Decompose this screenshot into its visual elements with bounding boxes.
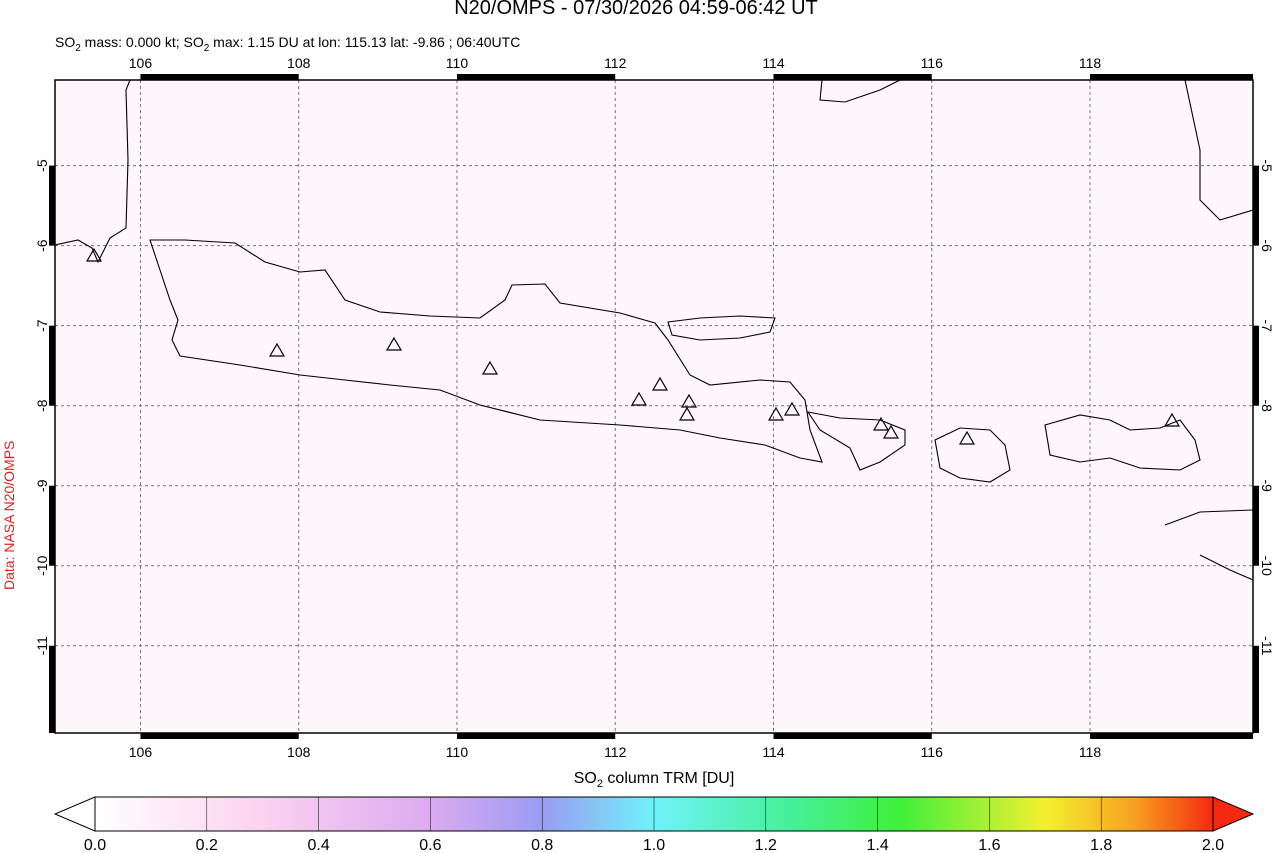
coastline-borneo [819,80,1253,221]
volcano [680,393,698,408]
lon-tick-label: 108 [287,55,311,71]
lat-tick-label: -10 [1259,556,1272,576]
frame-bar [456,74,616,80]
frame-bar [456,733,616,739]
colorbar-under [53,796,96,832]
volcano [1163,412,1181,427]
map-area [55,80,1253,733]
lon-tick-label: 106 [129,744,153,760]
map-frame [54,79,1254,734]
subtitle-part: mass: 0.000 kt; SO [81,34,204,50]
coastline-sumatra [55,80,131,264]
frame-bar [1253,645,1259,733]
map-background [55,80,1253,733]
colorbar-tick-label: 0.0 [84,837,106,853]
frame-bar [1253,165,1259,246]
colorbar-tick-label: 1.8 [1090,837,1112,853]
subtitle-part: SO [55,34,75,50]
frame-bar [140,74,299,80]
volcano [678,406,696,421]
frame-bar [1089,74,1253,80]
lon-tick-label: 116 [921,55,944,71]
lat-tick-label: -9 [1259,479,1272,492]
frame-bar [773,74,932,80]
lat-tick-label: -7 [1259,319,1272,332]
lon-tick-label: 118 [1079,55,1102,71]
frame-bar [773,733,932,739]
lon-tick-label: 114 [762,55,785,71]
coastline-sumbawa [1044,414,1201,471]
volcano [882,424,900,439]
colorbar-tick-label: 1.2 [755,837,777,853]
volcano [767,406,785,421]
subtitle-sub: 2 [75,43,81,54]
volcano [872,416,890,431]
subtitle: SO2 mass: 0.000 kt; SO2 max: 1.15 DU at … [55,34,520,54]
title: N20/OMPS - 07/30/2026 04:59-06:42 UT [454,0,818,19]
frame-bar [1089,733,1253,739]
lat-tick-label: -8 [34,399,50,412]
lat-tick-label: -10 [34,555,50,575]
lat-tick-label: -7 [34,319,50,332]
colorbar-tick-label: 1.6 [978,837,1000,853]
lon-tick-label: 118 [1079,744,1102,760]
credit: Data: NASA N20/OMPS [1,441,17,590]
volcano [783,401,801,416]
coastline-java [149,239,823,463]
colorbar-label-part: column TRM [DU] [603,770,734,787]
frame-bar [49,645,55,733]
colorbar-tick-label: 0.8 [531,837,553,853]
colorbar-tick-label: 0.6 [419,837,441,853]
lon-tick-label: 110 [446,744,469,760]
lon-tick-label: 108 [287,744,311,760]
colorbar-over [1212,796,1255,832]
volcano [385,336,403,351]
lat-tick-label: -11 [34,636,50,655]
colorbar-tick-label: 0.4 [307,837,329,853]
volcano [85,247,103,262]
lat-tick-label: -11 [1259,636,1272,655]
coastline-lombok [934,427,1011,483]
colorbar-tick-label: 1.4 [866,837,888,853]
lon-tick-label: 110 [446,55,469,71]
colorbar-label-part: SO [574,770,597,787]
lat-tick-label: -6 [34,239,50,252]
frame-bar [49,485,55,566]
lon-tick-label: 116 [921,744,944,760]
lon-tick-label: 112 [604,55,627,71]
colorbar-tick-label: 0.2 [196,837,218,853]
frame-bar [49,325,55,406]
subtitle-part: max: 1.15 DU at lon: 115.13 lat: -9.86 ;… [209,34,520,50]
frame-bar [49,165,55,246]
map-ticks: 106 106 108 108 110 110 112 112 114 114 116 116 118 1… [34,55,1272,760]
volcanoes [85,247,1181,445]
colorbar-tick-label: 2.0 [1202,837,1224,853]
lat-tick-label: -5 [1259,159,1272,172]
lat-tick-label: -6 [1259,239,1272,252]
volcano [630,391,648,406]
frame-bar [1253,485,1259,566]
colorbar-label-sub: 2 [597,778,603,790]
coastline-bali [806,411,906,471]
coastline-madura [667,315,776,341]
lat-tick-label: -9 [34,479,50,492]
colorbar-label: SO2 column TRM [DU] [574,770,735,790]
subtitle-sub: 2 [204,43,210,54]
lon-tick-label: 106 [129,55,153,71]
frame-bar [1253,325,1259,406]
grid [55,80,1253,733]
lon-tick-label: 112 [604,744,627,760]
frame-bar [140,733,299,739]
lat-tick-label: -8 [1259,399,1272,412]
lat-tick-label: -5 [34,159,50,172]
coastline-flores [1164,509,1253,581]
colorbar-ticks: 0.0 0.2 0.4 0.6 0.8 1.0 1.2 1.4 1.6 1.8 2.0 [84,797,1224,853]
volcano [268,342,286,357]
lon-tick-label: 114 [762,744,785,760]
volcano [651,376,669,391]
volcano [958,430,976,445]
volcano [481,360,499,375]
colorbar-tick-label: 1.0 [643,837,665,853]
